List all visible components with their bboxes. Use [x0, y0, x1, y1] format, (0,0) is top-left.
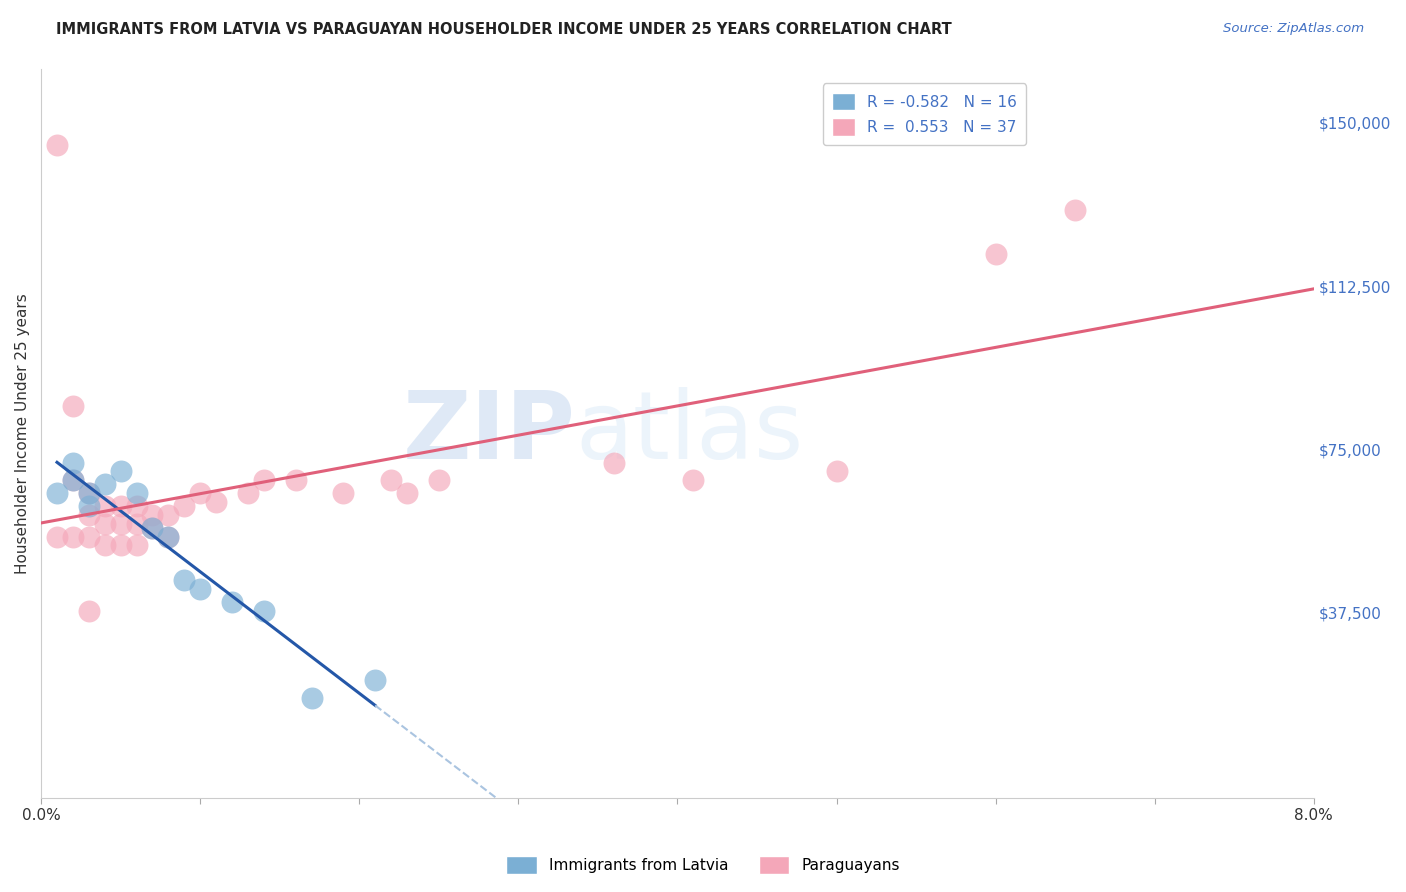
Point [93, 500, 115, 514]
Point [188, 582, 211, 596]
Point [110, 500, 132, 514]
Point [93, 538, 115, 552]
Point [46, 486, 69, 500]
Point [93, 477, 115, 491]
Legend: R = -0.582   N = 16, R =  0.553   N = 37: R = -0.582 N = 16, R = 0.553 N = 37 [823, 84, 1026, 145]
Point [62, 473, 84, 487]
Point [188, 486, 211, 500]
Point [46, 530, 69, 544]
Point [125, 538, 148, 552]
Point [173, 500, 195, 514]
Point [236, 486, 259, 500]
Point [157, 530, 180, 544]
Point [395, 486, 418, 500]
Point [141, 521, 163, 535]
Point [157, 530, 180, 544]
Point [984, 246, 1007, 260]
Point [46, 137, 69, 152]
Point [253, 604, 276, 618]
Point [62, 399, 84, 413]
Point [62, 456, 84, 470]
Point [682, 473, 704, 487]
Point [825, 464, 848, 478]
Point [141, 508, 163, 522]
Point [364, 673, 387, 688]
Point [125, 486, 148, 500]
Point [380, 473, 402, 487]
Point [603, 456, 626, 470]
Point [93, 516, 115, 531]
Point [125, 516, 148, 531]
Point [77, 508, 100, 522]
Point [110, 538, 132, 552]
Point [173, 574, 195, 588]
Point [141, 521, 163, 535]
Point [1064, 203, 1087, 218]
Point [77, 604, 100, 618]
Y-axis label: Householder Income Under 25 years: Householder Income Under 25 years [15, 293, 30, 574]
Point [221, 595, 243, 609]
Point [77, 486, 100, 500]
Point [62, 530, 84, 544]
Point [332, 486, 354, 500]
Point [62, 473, 84, 487]
Point [301, 690, 323, 705]
Text: IMMIGRANTS FROM LATVIA VS PARAGUAYAN HOUSEHOLDER INCOME UNDER 25 YEARS CORRELATI: IMMIGRANTS FROM LATVIA VS PARAGUAYAN HOU… [56, 22, 952, 37]
Point [110, 464, 132, 478]
Point [125, 500, 148, 514]
Point [77, 530, 100, 544]
Text: Source: ZipAtlas.com: Source: ZipAtlas.com [1223, 22, 1364, 36]
Legend: Immigrants from Latvia, Paraguayans: Immigrants from Latvia, Paraguayans [501, 850, 905, 880]
Point [253, 473, 276, 487]
Point [427, 473, 450, 487]
Point [205, 495, 228, 509]
Text: ZIP: ZIP [402, 387, 575, 479]
Point [77, 486, 100, 500]
Point [110, 516, 132, 531]
Point [284, 473, 307, 487]
Point [157, 508, 180, 522]
Point [77, 500, 100, 514]
Text: atlas: atlas [575, 387, 804, 479]
